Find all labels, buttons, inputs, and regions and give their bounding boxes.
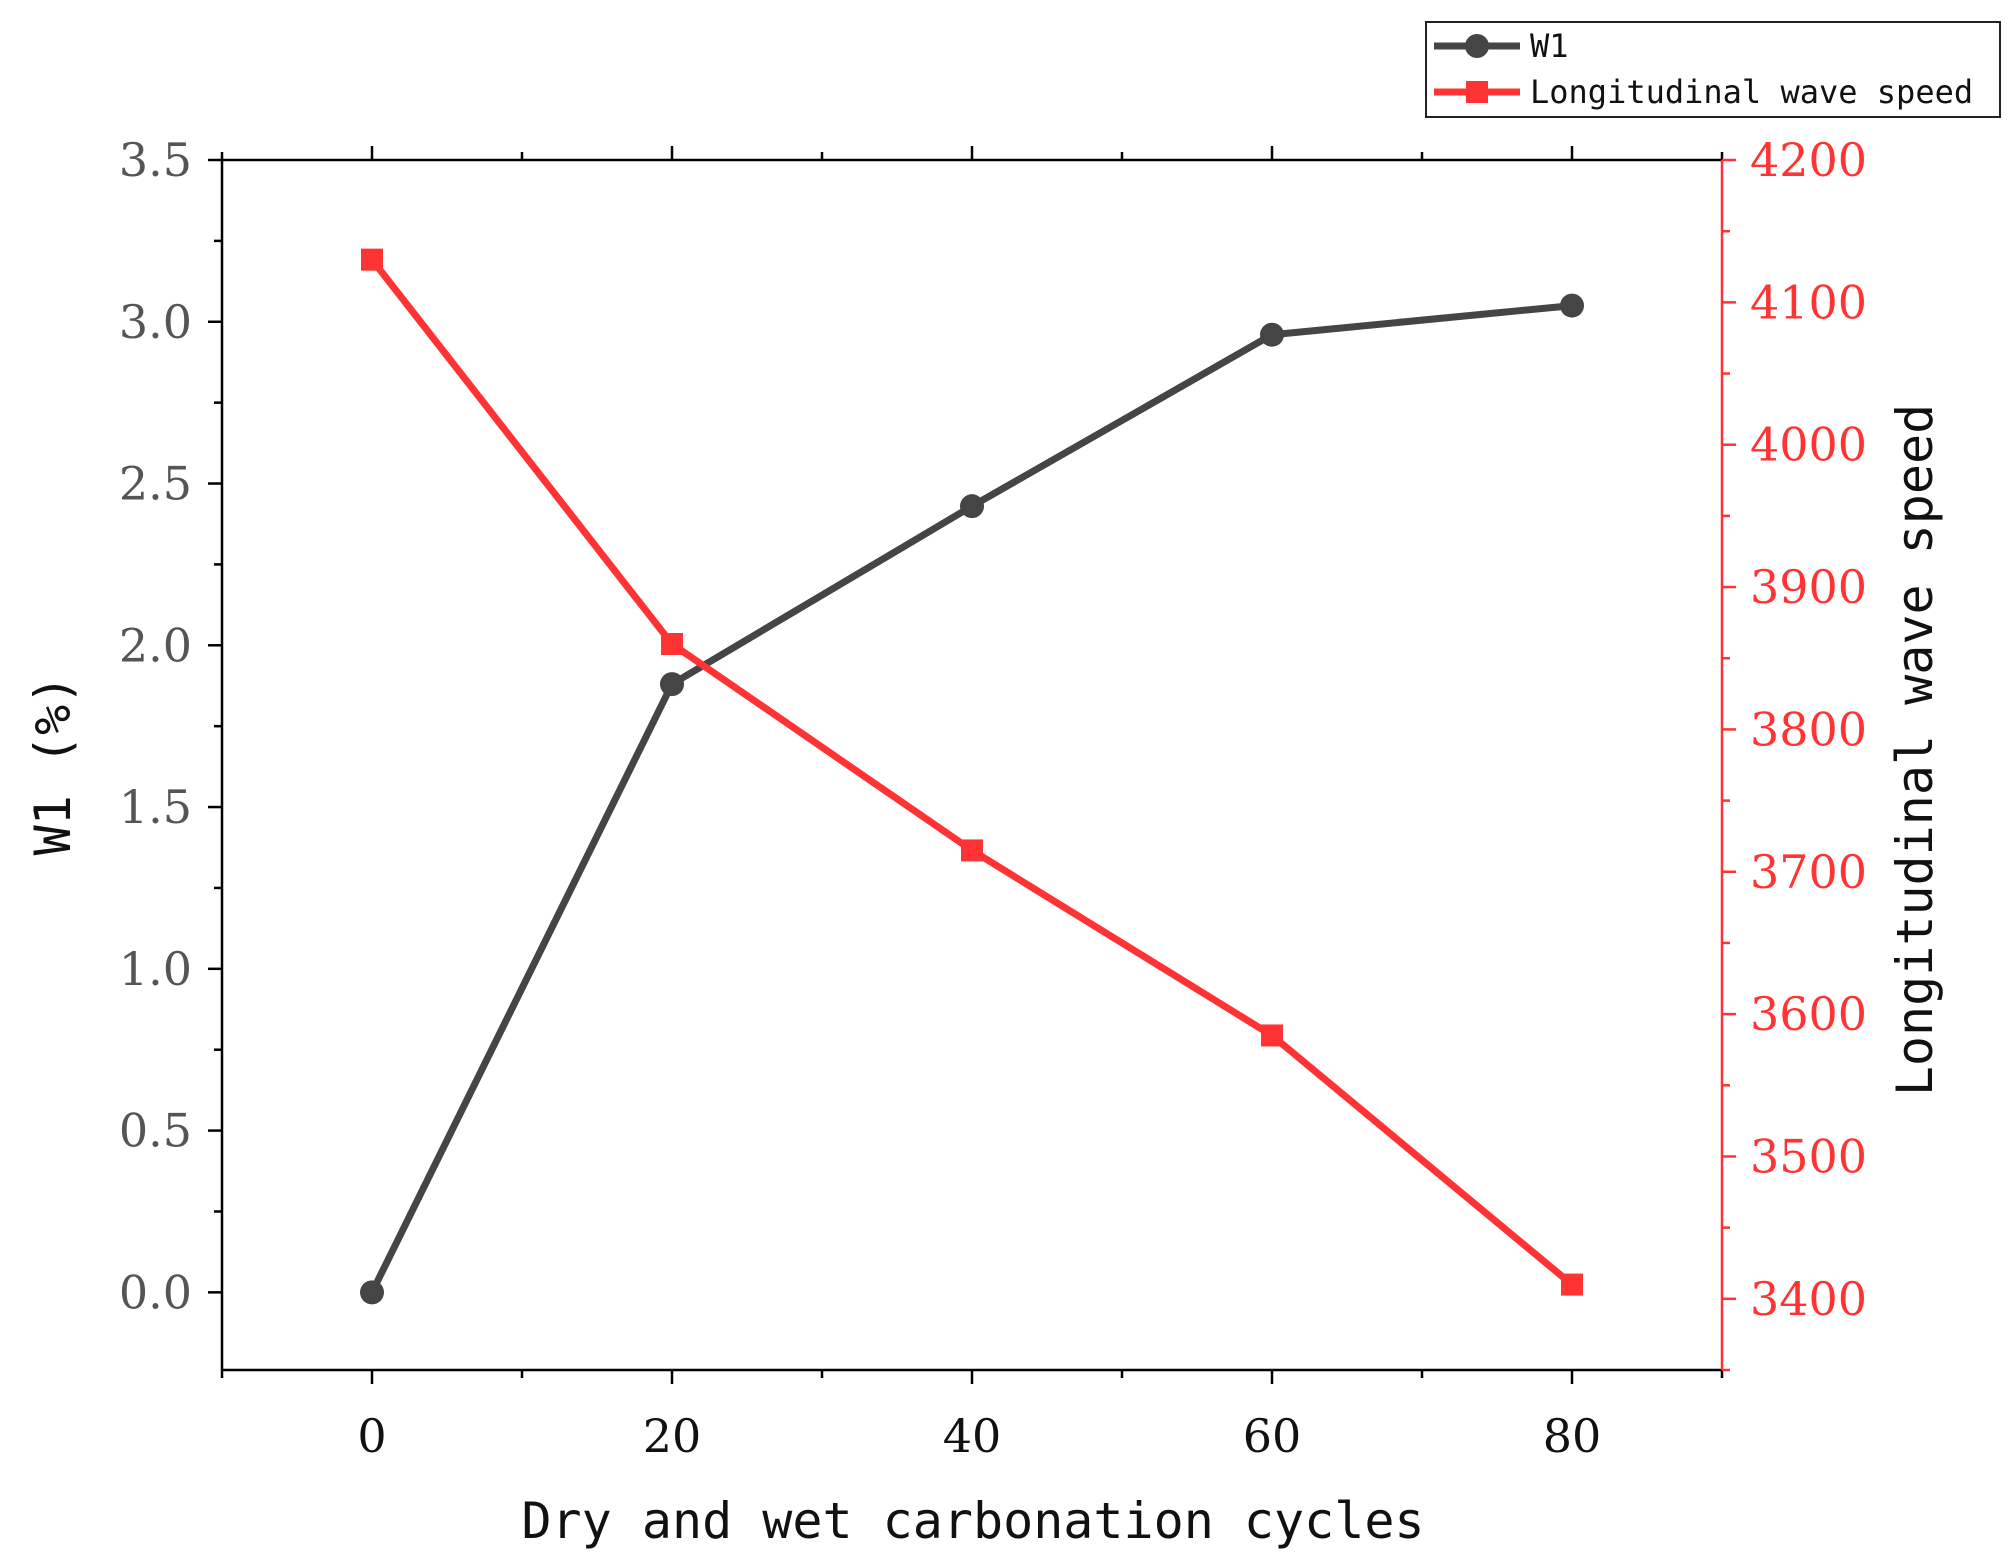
data-point-w1 [1560, 293, 1584, 318]
y-left-tick-label: 1.5 [119, 780, 192, 834]
data-point-wave-speed [1561, 1273, 1583, 1296]
y-axis-left-title: W1 (%) [24, 675, 82, 856]
legend-label-w1: W1 [1530, 27, 1569, 65]
x-axis-title: Dry and wet carbonation cycles [521, 1492, 1424, 1550]
data-point-w1 [1260, 322, 1284, 347]
y-left-tick-label: 2.5 [119, 457, 192, 511]
data-point-w1 [360, 1280, 384, 1305]
series-line-w1 [368, 302, 1573, 1294]
x-tick-label: 40 [943, 1409, 1002, 1463]
y-axis-left: 0.0 0.5 1.0 1.5 2.0 2.5 3.0 3.5 [119, 133, 222, 1319]
data-point-wave-speed [961, 839, 983, 862]
x-axis: 0 20 40 60 80 [220, 146, 1724, 1463]
y-right-tick-label: 3400 [1750, 1272, 1867, 1326]
y-left-tick-label: 0.0 [119, 1265, 192, 1319]
legend-marker-w1 [1465, 34, 1489, 58]
data-point-wave-speed [661, 633, 683, 655]
series-layer [360, 248, 1584, 1305]
y-left-tick-label: 0.5 [119, 1104, 192, 1158]
y-axis-right: 3400 3500 3600 3700 3800 3900 4000 4100 4200 [1722, 133, 1867, 1372]
legend-box [1425, 21, 2001, 118]
data-point-w1 [660, 672, 684, 697]
y-left-tick-label: 3.0 [119, 295, 192, 349]
plot-frame [220, 158, 1724, 1372]
legend-label-wave-speed: Longitudinal wave speed [1530, 73, 1973, 111]
data-point-wave-speed [1261, 1024, 1283, 1047]
legend-marker-wave-speed [1466, 81, 1488, 103]
y-left-tick-label: 1.0 [119, 942, 192, 996]
legend: W1 Longitudinal wave speed [1425, 21, 2001, 118]
x-tick-label: 60 [1243, 1409, 1302, 1463]
data-point-w1 [960, 494, 984, 519]
y-left-tick-label: 2.0 [119, 618, 192, 672]
x-tick-label: 0 [357, 1409, 386, 1463]
x-tick-label: 20 [643, 1409, 702, 1463]
y-right-tick-label: 3800 [1750, 702, 1867, 756]
series-line-wave-speed [369, 257, 1575, 1288]
y-right-tick-label: 3700 [1750, 845, 1867, 899]
data-point-wave-speed [361, 248, 383, 271]
y-right-tick-label: 4000 [1750, 418, 1867, 472]
y-right-tick-label: 4100 [1750, 275, 1867, 329]
y-right-tick-label: 3900 [1750, 560, 1867, 614]
y-right-tick-label: 3500 [1750, 1129, 1867, 1183]
y-axis-right-title: Longitudinal wave speed [1886, 404, 1944, 1096]
y-right-tick-label: 4200 [1750, 133, 1867, 187]
y-left-tick-label: 3.5 [119, 133, 192, 187]
x-tick-label: 80 [1543, 1409, 1602, 1463]
y-right-tick-label: 3600 [1750, 987, 1867, 1041]
